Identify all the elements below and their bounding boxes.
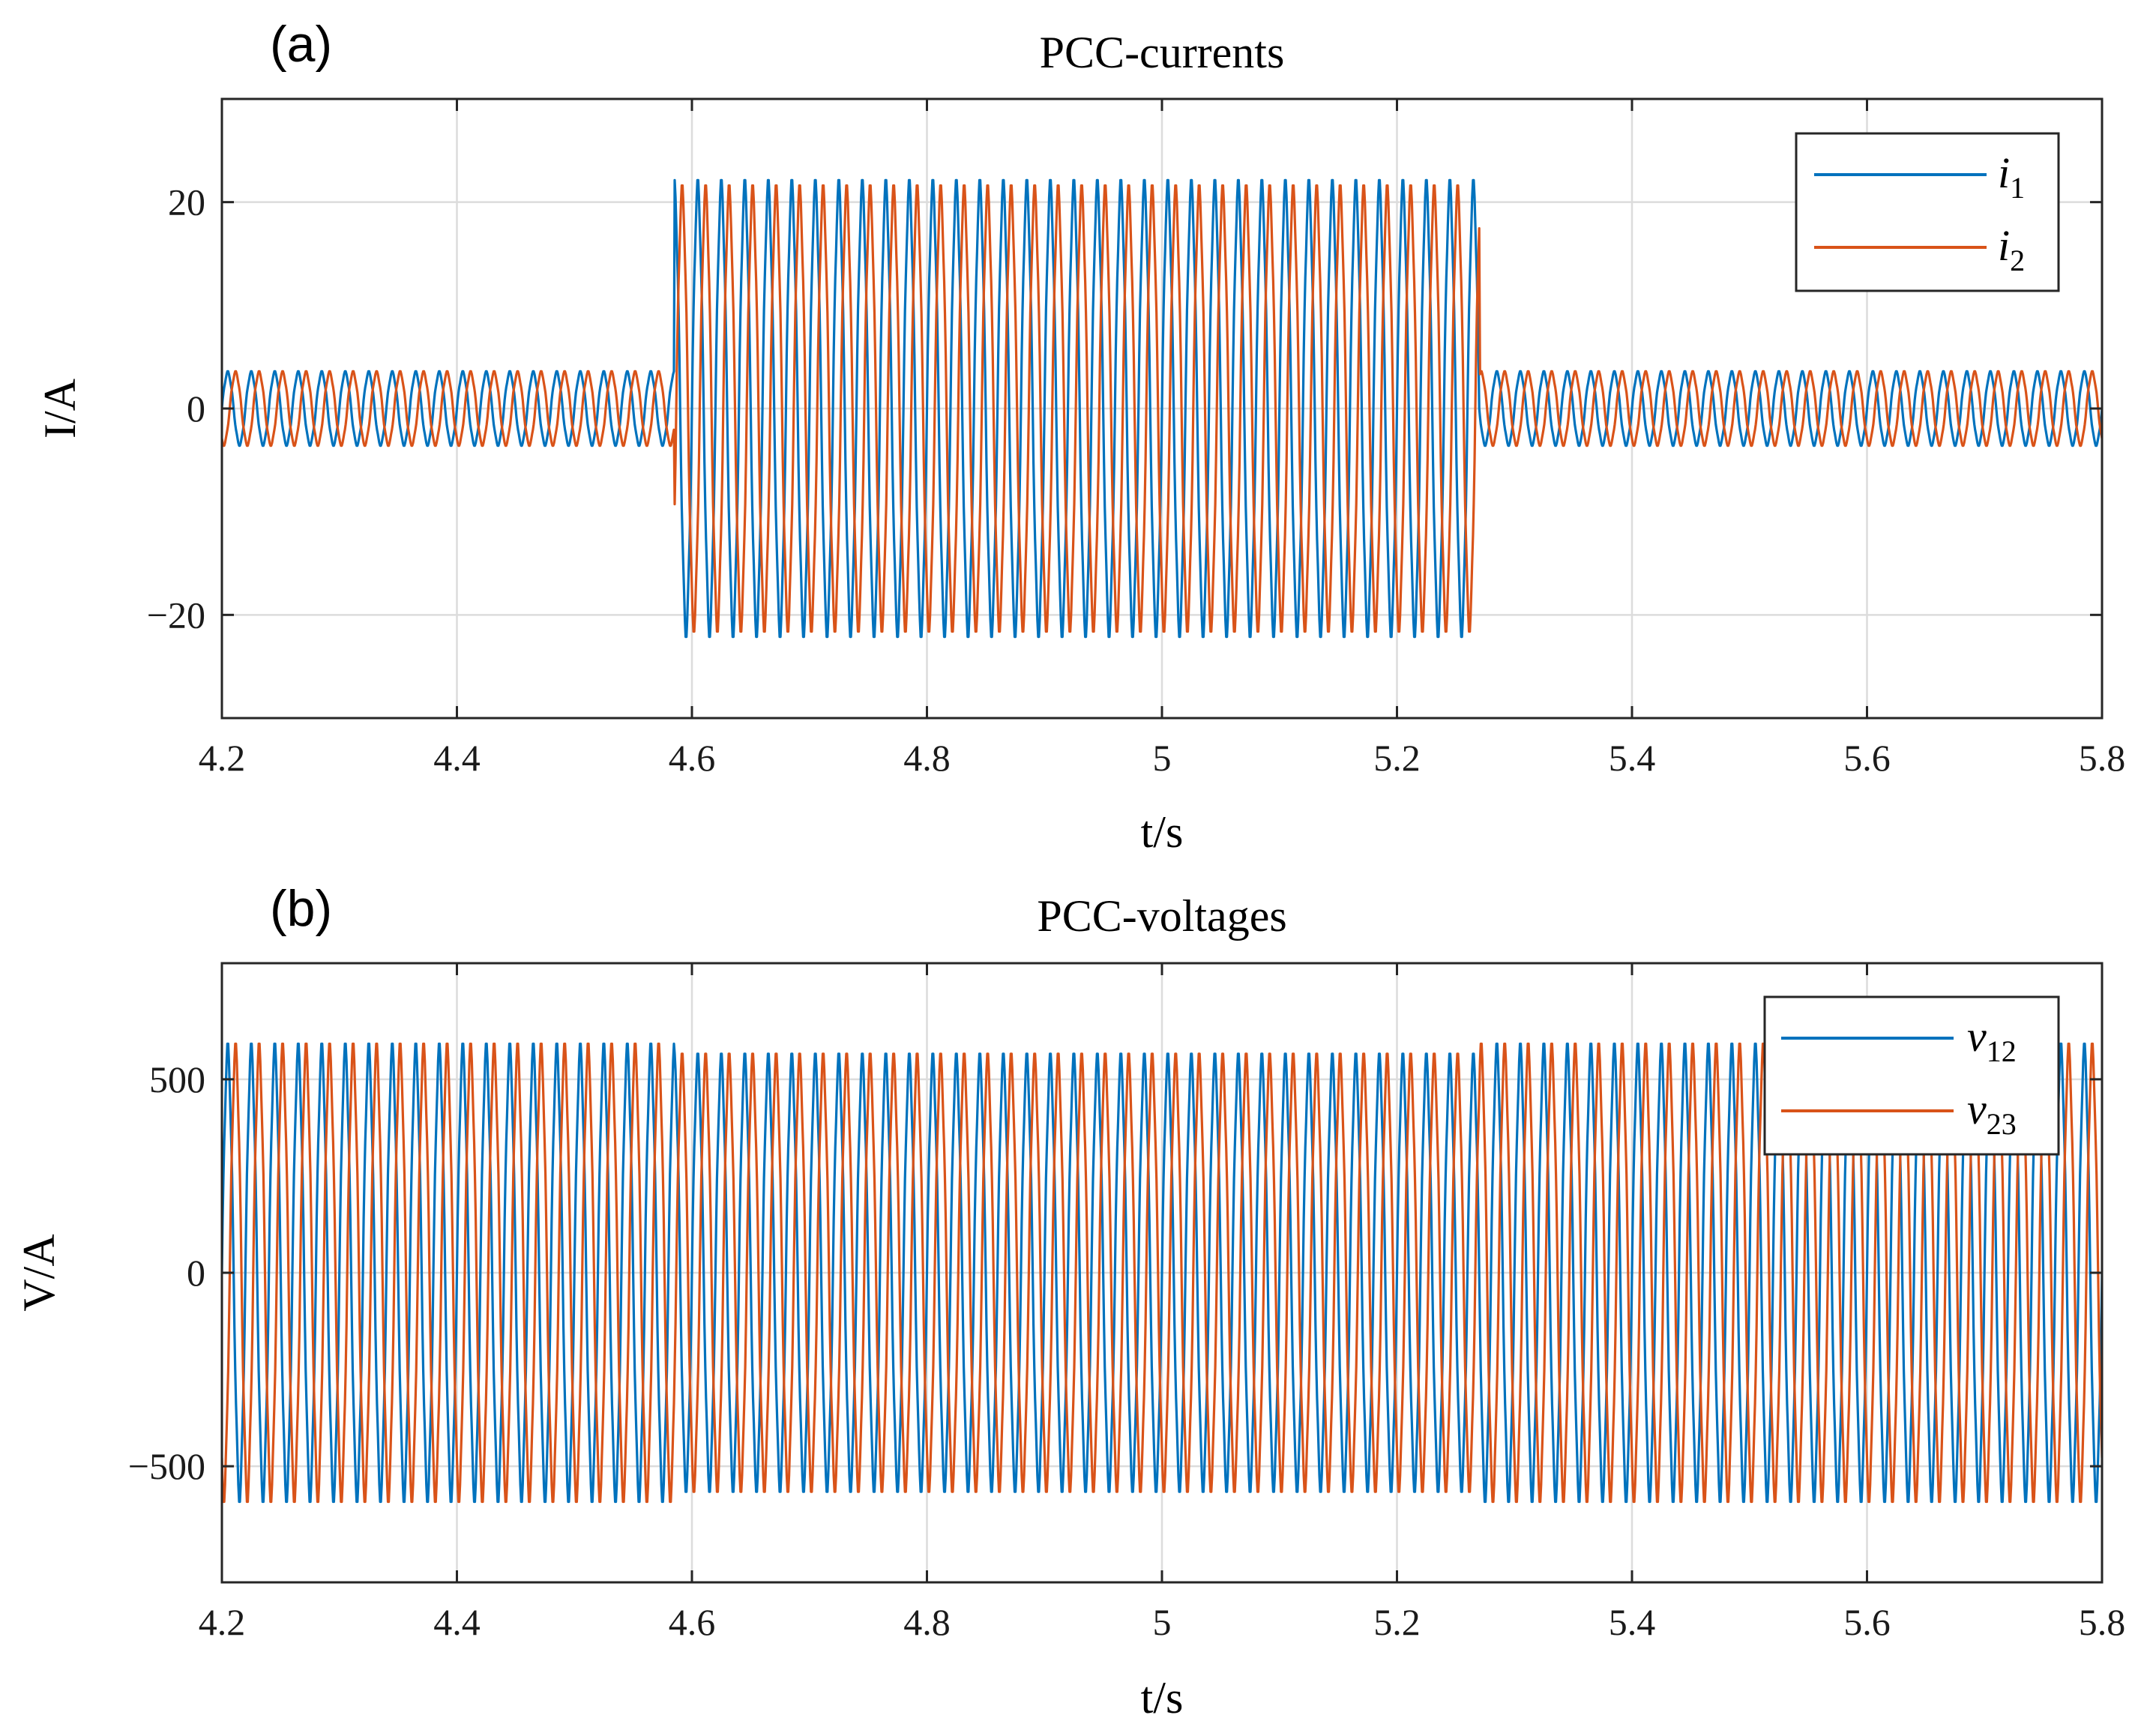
y-tick-label-voltages-0: −500 bbox=[128, 1445, 205, 1487]
ticks-currents: 4.2 4.4 4.6 4.8 5 5.2 5.4 5.6 5.8 −20 0 20 bbox=[147, 99, 2125, 779]
legend-label-v23: v23 bbox=[1967, 1085, 2017, 1141]
x-tick-label-currents-4: 5 bbox=[1153, 737, 1172, 779]
x-axis-label-currents: t/s bbox=[1141, 807, 1184, 857]
x-tick-label-voltages-1: 4.4 bbox=[433, 1601, 481, 1643]
x-tick-label-voltages-7: 5.6 bbox=[1843, 1601, 1891, 1643]
y-axis-label-currents: I/A bbox=[35, 379, 85, 438]
x-tick-label-voltages-0: 4.2 bbox=[199, 1601, 246, 1643]
panel-currents: (a) PCC-currents 4.2 4.4 4.6 4.8 5 5.2 5.4 5.6 5… bbox=[35, 16, 2125, 857]
x-tick-label-currents-1: 4.4 bbox=[433, 737, 481, 779]
x-tick-label-voltages-3: 4.8 bbox=[903, 1601, 951, 1643]
x-tick-label-voltages-4: 5 bbox=[1153, 1601, 1172, 1643]
x-tick-label-currents-2: 4.6 bbox=[669, 737, 716, 779]
legend-voltages: v12 v23 bbox=[1763, 995, 2060, 1156]
panel-label-b: (b) bbox=[270, 880, 332, 937]
y-tick-label-currents-0: −20 bbox=[147, 594, 205, 636]
legend-label-i1: i1 bbox=[1998, 148, 2025, 205]
legend-box-currents bbox=[1795, 132, 2060, 292]
legend-sub-v12: 12 bbox=[1987, 1034, 2017, 1068]
x-tick-label-voltages-2: 4.6 bbox=[669, 1601, 716, 1643]
chart-title-currents: PCC-currents bbox=[1040, 28, 1285, 77]
legend-sub-v23: 23 bbox=[1987, 1107, 2017, 1141]
panel-voltages: (b) PCC-voltages 4.2 4.4 4.6 4.8 5 5.2 5.4 5.6 5… bbox=[14, 880, 2125, 1723]
legend-sub-i2: 2 bbox=[2010, 244, 2025, 277]
x-tick-label-voltages-8: 5.8 bbox=[2079, 1601, 2126, 1643]
legend-var-i1: i bbox=[1998, 148, 2010, 197]
legend-currents: i1 i2 bbox=[1795, 132, 2060, 292]
plot-area-currents bbox=[222, 178, 2102, 639]
legend-var-v12: v bbox=[1967, 1012, 1987, 1061]
y-axis-label-voltages: V/A bbox=[14, 1234, 64, 1311]
legend-label-i2: i2 bbox=[1998, 221, 2025, 277]
x-axis-label-voltages: t/s bbox=[1141, 1673, 1184, 1723]
x-tick-label-currents-0: 4.2 bbox=[199, 737, 246, 779]
x-tick-label-voltages-5: 5.2 bbox=[1373, 1601, 1421, 1643]
x-tick-label-currents-8: 5.8 bbox=[2079, 737, 2126, 779]
legend-label-v12: v12 bbox=[1967, 1012, 2017, 1068]
series-line-v12 bbox=[222, 1042, 2102, 1504]
x-tick-label-currents-3: 4.8 bbox=[903, 737, 951, 779]
legend-var-v23: v bbox=[1967, 1085, 1987, 1133]
x-tick-label-currents-7: 5.6 bbox=[1843, 737, 1891, 779]
panel-label-a: (a) bbox=[270, 16, 332, 73]
y-tick-label-voltages-1: 0 bbox=[187, 1252, 205, 1294]
legend-var-i2: i bbox=[1998, 221, 2010, 270]
x-tick-label-voltages-6: 5.4 bbox=[1609, 1601, 1656, 1643]
x-tick-label-currents-5: 5.2 bbox=[1373, 737, 1421, 779]
y-tick-label-voltages-2: 500 bbox=[149, 1058, 205, 1100]
legend-sub-i1: 1 bbox=[2010, 171, 2025, 205]
series-line-i1 bbox=[222, 178, 2102, 639]
x-tick-label-currents-6: 5.4 bbox=[1609, 737, 1656, 779]
y-tick-label-currents-1: 0 bbox=[187, 388, 205, 430]
legend-box-voltages bbox=[1763, 995, 2060, 1156]
y-tick-label-currents-2: 20 bbox=[168, 181, 205, 223]
ticks-voltages: 4.2 4.4 4.6 4.8 5 5.2 5.4 5.6 5.8 −500 0 500 bbox=[128, 963, 2125, 1643]
chart-title-voltages: PCC-voltages bbox=[1037, 891, 1286, 941]
series-line-i2 bbox=[222, 184, 2102, 633]
